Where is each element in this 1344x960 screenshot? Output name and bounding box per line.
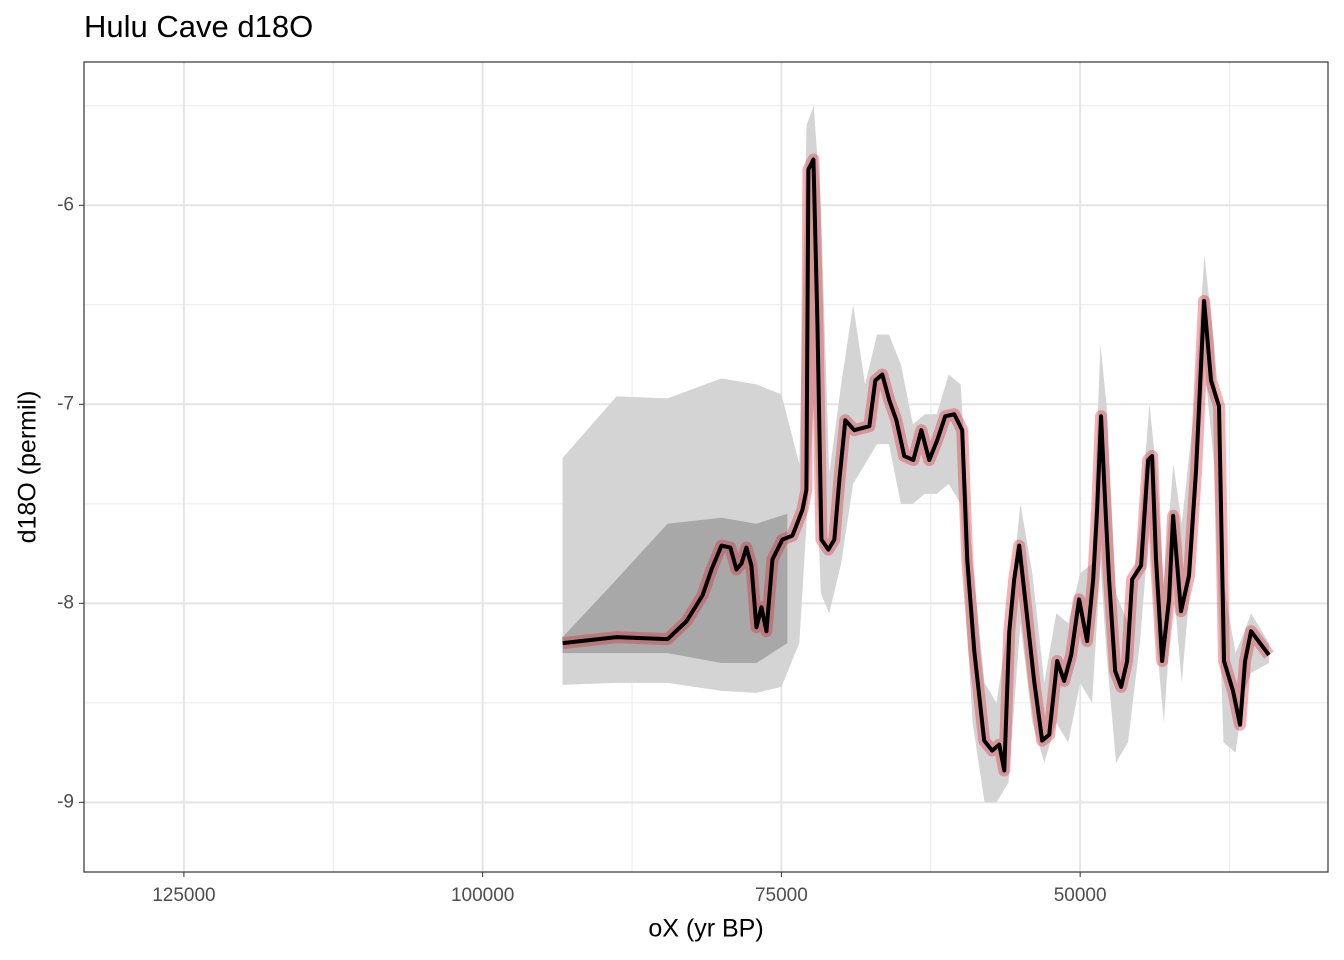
median-line <box>562 157 1271 773</box>
x-tick-label: 50000 <box>1054 885 1107 906</box>
y-axis-label: d18O (permil) <box>14 391 42 544</box>
y-tick-label: -6 <box>57 194 74 215</box>
y-tick-label: -7 <box>57 393 74 414</box>
y-tick-label: -9 <box>57 791 74 812</box>
x-axis-label: oX (yr BP) <box>648 915 763 943</box>
x-tick-label: 100000 <box>451 885 514 906</box>
x-tick-label: 125000 <box>152 885 215 906</box>
y-tick-label: -8 <box>57 592 74 613</box>
plot-border <box>83 61 1329 873</box>
x-tick-label: 75000 <box>755 885 808 906</box>
chart-title: Hulu Cave d18O <box>84 9 313 44</box>
